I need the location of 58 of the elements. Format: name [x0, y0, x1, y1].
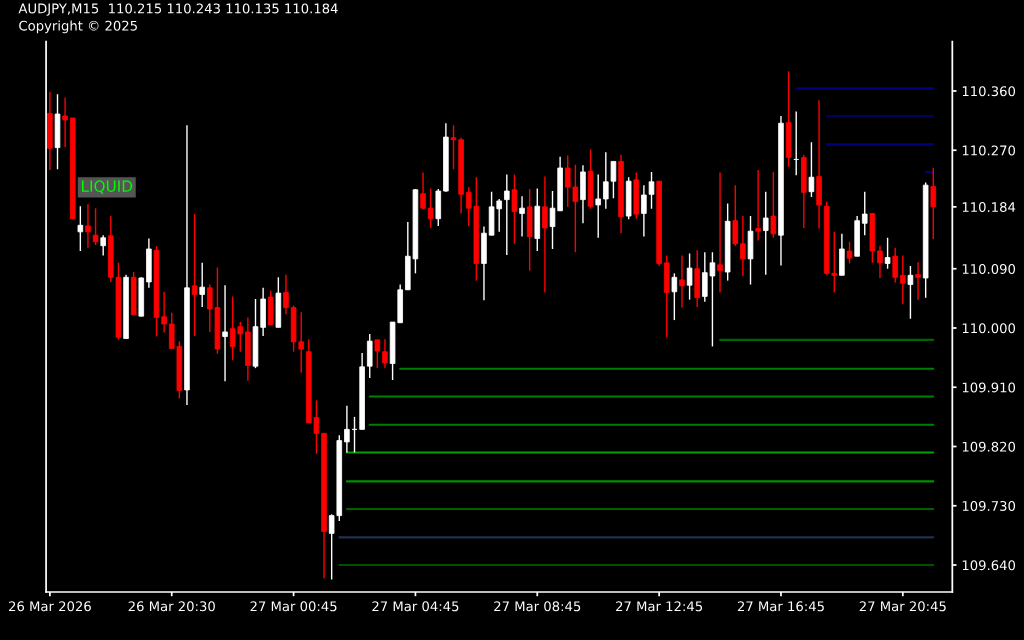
candlestick — [519, 195, 525, 238]
x-tick-label: 26 Mar 2026 — [9, 601, 91, 612]
candlestick — [222, 284, 228, 383]
x-tick-label: 27 Mar 08:45 — [494, 601, 581, 612]
candlestick — [542, 175, 548, 294]
candlestick — [382, 338, 388, 369]
x-tick-label: 27 Mar 04:45 — [372, 601, 459, 612]
candlestick — [191, 213, 198, 337]
candlestick — [900, 254, 906, 305]
y-tick-label: 110.000 — [962, 323, 1016, 334]
candlestick — [892, 246, 898, 284]
candlestick — [511, 173, 518, 245]
x-tick-label: 26 Mar 20:30 — [128, 601, 215, 612]
chart-subtitle: Copyright © 2025 — [19, 20, 137, 34]
x-tick-label: 27 Mar 00:45 — [250, 601, 337, 612]
candlestick — [808, 141, 815, 198]
candlestick — [915, 261, 921, 301]
candlestick — [671, 272, 678, 321]
y-tick-label: 110.270 — [962, 145, 1016, 156]
candlestick — [755, 169, 761, 242]
candlestick — [427, 187, 434, 229]
candlestick — [740, 215, 746, 277]
candlestick — [884, 237, 891, 270]
y-tick-label: 110.360 — [962, 86, 1016, 97]
candlestick — [877, 245, 883, 279]
candlestick — [846, 241, 853, 265]
y-tick-label: 109.910 — [962, 382, 1016, 393]
candlestick — [770, 171, 777, 239]
annotation: LIQUID — [82, 180, 133, 194]
candlestick — [92, 207, 99, 246]
candlestick — [420, 171, 426, 211]
candlestick — [717, 171, 723, 294]
candlestick — [62, 96, 68, 148]
y-tick-label: 110.090 — [962, 263, 1016, 274]
y-tick-label: 109.730 — [962, 500, 1016, 511]
x-tick-label: 27 Mar 12:45 — [616, 601, 703, 612]
candlestick — [907, 265, 914, 320]
candlestick — [686, 252, 693, 301]
candlestick — [930, 167, 937, 240]
x-tick-label: 27 Mar 20:45 — [859, 601, 946, 612]
candlestick — [85, 203, 91, 249]
candlestick — [283, 273, 289, 315]
candlestick — [732, 184, 739, 247]
candlestick — [595, 173, 601, 239]
chart-title: AUDJPY,M15 110.215 110.243 110.135 110.184 — [18, 3, 338, 16]
candlestick — [762, 191, 769, 276]
candlestick — [199, 262, 205, 308]
candlestick — [344, 404, 350, 454]
candlestick — [100, 234, 106, 257]
candlestick — [77, 205, 84, 252]
y-tick-label: 110.184 — [962, 202, 1016, 213]
x-tick-label: 27 Mar 16:45 — [737, 601, 824, 612]
y-tick-label: 109.820 — [962, 441, 1016, 452]
candlestick — [504, 173, 510, 256]
candlestick — [861, 191, 868, 236]
candlestick — [374, 339, 381, 369]
y-tick-label: 109.640 — [962, 560, 1016, 571]
candlestick — [679, 254, 685, 309]
